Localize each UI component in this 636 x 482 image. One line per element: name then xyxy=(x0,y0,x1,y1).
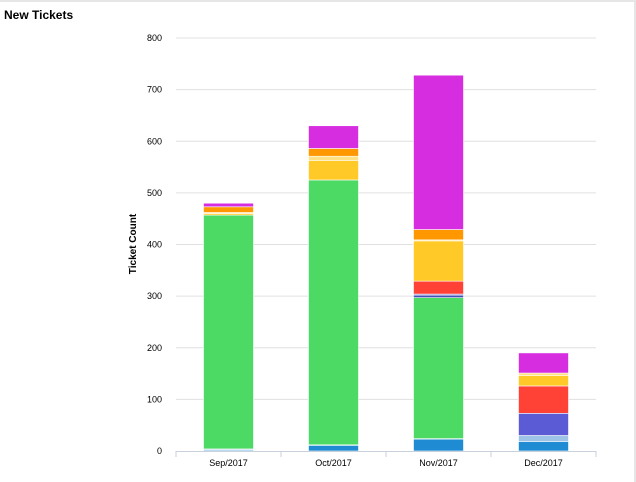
y-tick-label: 800 xyxy=(147,33,162,43)
bars xyxy=(203,74,569,452)
y-tick-label: 0 xyxy=(157,446,162,456)
bar-segment-oct-2017-series-1 xyxy=(308,445,359,452)
bar-segment-oct-2017-series-8 xyxy=(308,155,359,161)
bar-segment-nov-2017-series-10 xyxy=(413,74,464,230)
y-tick-label: 500 xyxy=(147,188,162,198)
bar-segment-oct-2017-series-9 xyxy=(308,148,359,157)
bar-segment-oct-2017-series-7 xyxy=(308,160,359,181)
bar-segment-oct-2017-series-10 xyxy=(308,125,359,149)
bar-segment-nov-2017-series-3 xyxy=(413,297,464,439)
bar-segment-nov-2017-series-1 xyxy=(413,438,464,452)
x-tick-label: Sep/2017 xyxy=(209,458,248,468)
y-tick-label: 100 xyxy=(147,394,162,404)
bar-segment-oct-2017-series-3 xyxy=(308,179,359,446)
x-tick-label: Oct/2017 xyxy=(315,458,352,468)
y-tick-label: 300 xyxy=(147,291,162,301)
bar-segment-dec-2017-series-1 xyxy=(518,441,569,452)
bar-segment-dec-2017-series-2 xyxy=(518,435,569,443)
y-tick-label: 400 xyxy=(147,240,162,250)
bar-segment-dec-2017-series-6 xyxy=(518,385,569,414)
bar-segment-dec-2017-series-7 xyxy=(518,375,569,387)
bar-segment-nov-2017-series-9 xyxy=(413,229,464,241)
bar-segment-nov-2017-series-4 xyxy=(413,294,464,298)
y-tick-label: 600 xyxy=(147,136,162,146)
panel-right-border xyxy=(634,0,636,482)
bar-segment-sep-2017-series-9 xyxy=(203,206,254,213)
bar-segment-dec-2017-series-10 xyxy=(518,352,569,374)
panel-top-border xyxy=(0,0,636,2)
axes: 0 100 200 300 400 500 600 700 800 Sep/2017 Oct/201… xyxy=(147,33,597,468)
x-tick-label: Dec/2017 xyxy=(524,458,563,468)
y-axis-title: Ticket Count xyxy=(128,213,139,274)
x-tick-label: Nov/2017 xyxy=(419,458,458,468)
y-tick-label: 700 xyxy=(147,85,162,95)
bar-segment-nov-2017-series-6 xyxy=(413,280,464,295)
bar-segment-sep-2017-series-10 xyxy=(203,202,254,208)
bar-segment-dec-2017-series-8 xyxy=(518,372,569,376)
bar-segment-nov-2017-series-7 xyxy=(413,240,464,282)
panel-title: New Tickets xyxy=(4,8,74,22)
bar-segment-dec-2017-series-5 xyxy=(518,413,569,436)
y-tick-label: 200 xyxy=(147,343,162,353)
bar-segment-sep-2017-series-3 xyxy=(203,214,254,450)
